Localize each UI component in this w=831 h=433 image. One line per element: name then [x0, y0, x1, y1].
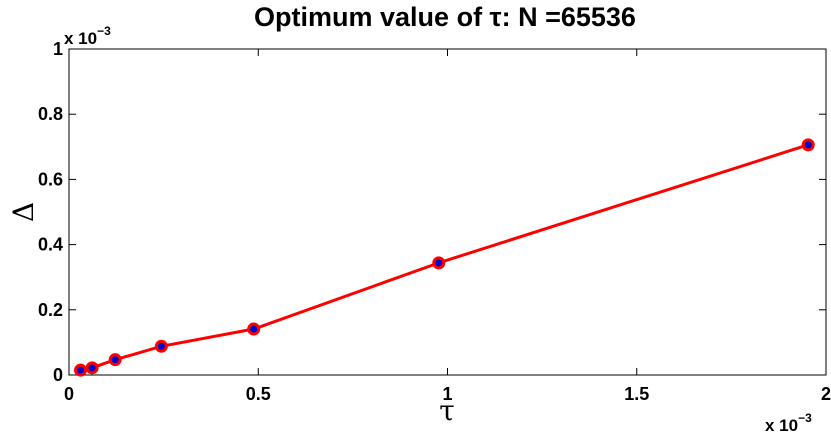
data-point	[108, 353, 122, 367]
x-tick-label: 0	[64, 384, 74, 404]
series-layer	[74, 138, 815, 377]
data-point	[247, 322, 261, 336]
x-axis-multiplier: x 10−3	[765, 411, 812, 433]
y-multiplier-base: x 10	[64, 29, 97, 48]
x-tick-label: 0.5	[246, 384, 271, 404]
ticks-layer: 0 0.5 1 1.5 2 0 0.2 0.4 0.6 0.8 1	[38, 39, 831, 404]
data-point	[154, 339, 168, 353]
x-tick-label: 1.5	[624, 384, 649, 404]
x-multiplier-exponent: −3	[798, 411, 812, 425]
plot-frame	[68, 48, 827, 376]
plot-area	[69, 49, 826, 375]
y-tick-label: 1	[53, 39, 63, 59]
y-tick-label: 0.2	[38, 300, 63, 320]
x-axis-label: τ	[439, 394, 455, 427]
data-point	[432, 256, 446, 270]
y-tick-label: 0.8	[38, 104, 63, 124]
y-axis-multiplier: x 10−3	[64, 24, 111, 48]
x-tick-label: 2	[821, 384, 831, 404]
y-multiplier-exponent: −3	[97, 24, 111, 38]
y-tick-label: 0.4	[38, 235, 63, 255]
x-multiplier-base: x 10	[765, 416, 798, 433]
data-point	[85, 361, 99, 375]
y-tick-label: 0	[53, 365, 63, 385]
y-axis-label: Δ	[7, 202, 40, 222]
y-tick-label: 0.6	[38, 169, 63, 189]
data-point	[801, 138, 815, 152]
x-tick-label: 1	[442, 384, 452, 404]
data-point	[74, 363, 88, 377]
chart-title: Optimum value of τ: N =65536	[254, 2, 636, 32]
